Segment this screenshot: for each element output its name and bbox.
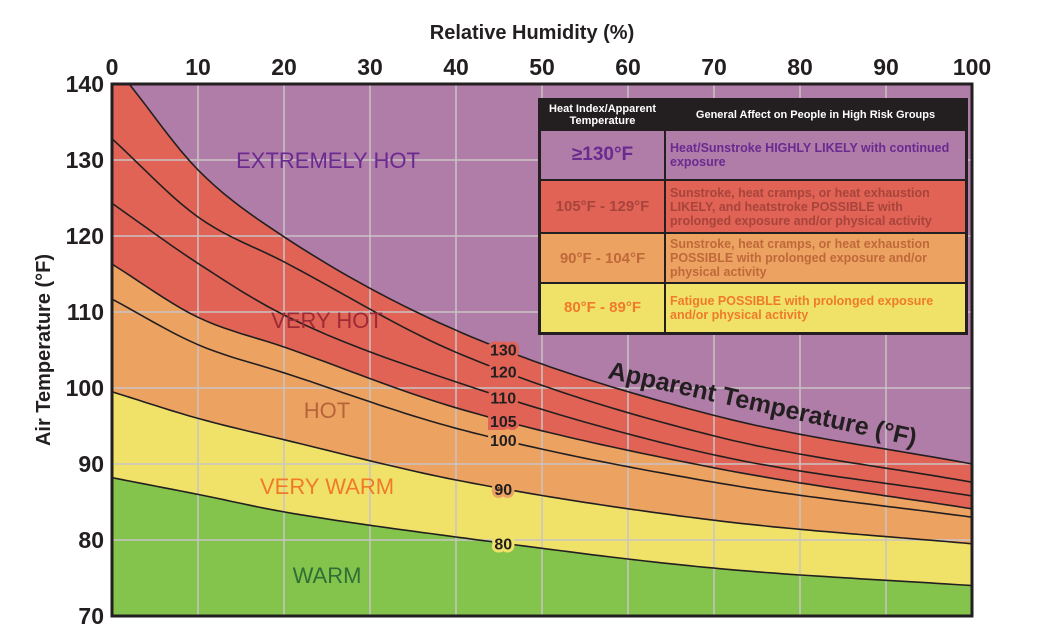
contour-label-100: 100: [490, 433, 517, 450]
zone-label-extremely-hot: EXTREMELY HOT: [236, 148, 420, 173]
contour-line-80: [112, 476, 972, 587]
y-tick-label: 100: [66, 375, 104, 401]
legend-range: ≥130°F: [538, 129, 666, 181]
contour-line-105: [112, 263, 972, 510]
x-tick-label: 30: [357, 54, 383, 80]
legend-effect: Sunstroke, heat cramps, or heat exhausti…: [664, 232, 968, 284]
zone-label-hot: HOT: [304, 398, 350, 423]
y-tick-label: 80: [78, 527, 104, 553]
y-tick-label: 90: [78, 451, 104, 477]
legend-range: 90°F - 104°F: [538, 232, 666, 284]
contour-label-110: 110: [490, 390, 516, 407]
legend-effect: Fatigue POSSIBLE with prolonged exposure…: [664, 282, 968, 334]
x-tick-label: 40: [443, 54, 469, 80]
legend-range: 80°F - 89°F: [538, 282, 666, 334]
legend-header-row: Heat Index/Apparent Temperature General …: [538, 98, 968, 131]
y-tick-label: 120: [66, 223, 104, 249]
zone-label-warm: WARM: [293, 563, 362, 588]
y-tick-label: 140: [66, 71, 104, 97]
x-tick-label: 50: [529, 54, 555, 80]
contour-label-105: 105: [490, 414, 517, 431]
zone-warm: [112, 477, 972, 616]
zone-label-very-warm: VERY WARM: [260, 474, 394, 499]
legend-header-range: Heat Index/Apparent Temperature: [538, 98, 666, 131]
contour-label-120: 120: [490, 364, 517, 381]
y-tick-label: 70: [78, 603, 104, 629]
legend-row: 105°F - 129°F Sunstroke, heat cramps, or…: [538, 179, 968, 234]
y-axis-title: Air Temperature (°F): [33, 254, 55, 446]
x-tick-label: 20: [271, 54, 297, 80]
x-axis-title: Relative Humidity (%): [430, 22, 634, 44]
contour-line-130: [128, 84, 972, 465]
y-tick-label: 130: [66, 147, 104, 173]
legend-header-effect: General Affect on People in High Risk Gr…: [664, 98, 968, 131]
contour-line-110: [112, 202, 972, 497]
legend-effect: Heat/Sunstroke HIGHLY LIKELY with contin…: [664, 129, 968, 181]
legend-row: 90°F - 104°F Sunstroke, heat cramps, or …: [538, 232, 968, 284]
legend-range: 105°F - 129°F: [538, 179, 666, 234]
contour-label-130: 130: [490, 343, 517, 360]
x-tick-label: 10: [185, 54, 211, 80]
contour-label-90: 90: [494, 482, 512, 499]
legend-row: ≥130°F Heat/Sunstroke HIGHLY LIKELY with…: [538, 129, 968, 181]
x-tick-label: 0: [106, 54, 119, 80]
x-tick-label: 60: [615, 54, 641, 80]
heat-index-legend-table: Heat Index/Apparent Temperature General …: [538, 98, 968, 335]
x-tick-label: 100: [953, 54, 991, 80]
legend-row: 80°F - 89°F Fatigue POSSIBLE with prolon…: [538, 282, 968, 334]
contour-line-100: [112, 298, 972, 518]
contour-line-90: [112, 390, 972, 545]
x-tick-label: 90: [873, 54, 899, 80]
plot-frame: [110, 82, 974, 618]
y-tick-label: 110: [67, 299, 104, 325]
x-tick-label: 70: [701, 54, 727, 80]
zone-label-very-hot: VERY HOT: [271, 308, 383, 333]
contour-line-120: [112, 137, 972, 483]
contour-label-80: 80: [494, 536, 512, 553]
x-tick-label: 80: [787, 54, 813, 80]
legend-effect: Sunstroke, heat cramps, or heat exhausti…: [664, 179, 968, 234]
